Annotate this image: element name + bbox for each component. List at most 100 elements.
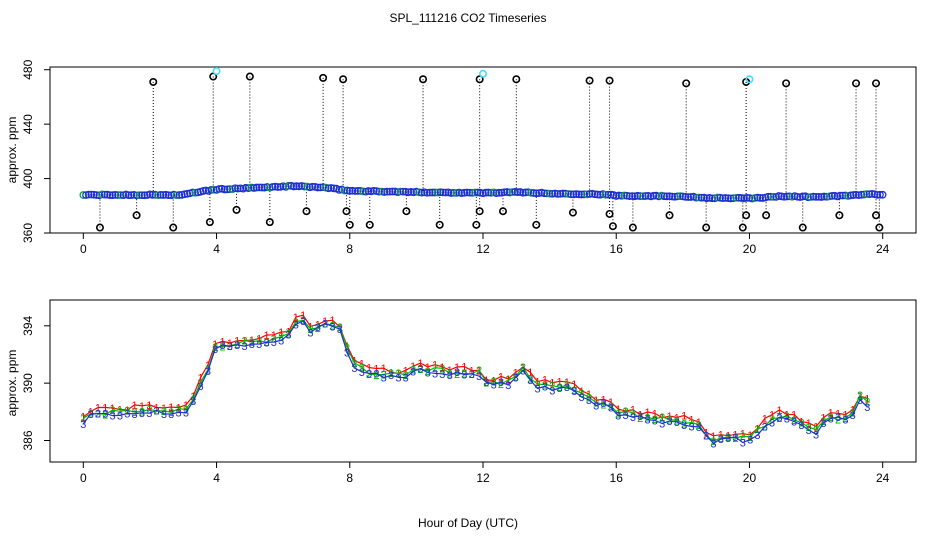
baseline-point bbox=[769, 193, 778, 201]
series-3-marker: 3 bbox=[842, 415, 848, 427]
series-1-marker: 1 bbox=[154, 402, 160, 414]
baseline-point bbox=[463, 188, 471, 197]
series-1-marker: 1 bbox=[117, 404, 123, 416]
series-2-marker: 2 bbox=[117, 406, 123, 418]
low-spike-point bbox=[762, 211, 771, 220]
series-2-marker: 2 bbox=[388, 368, 394, 380]
series-3-marker: 3 bbox=[520, 366, 526, 378]
series-2-marker: 2 bbox=[520, 362, 526, 374]
baseline-point bbox=[433, 188, 442, 197]
series-1-marker: 1 bbox=[740, 429, 746, 441]
series-2-marker: 2 bbox=[344, 342, 350, 354]
baseline-point bbox=[484, 188, 493, 197]
series-2-marker: 2 bbox=[417, 364, 423, 376]
series-2-marker: 2 bbox=[806, 422, 812, 434]
series-1-marker: 1 bbox=[168, 402, 174, 414]
series-3-marker: 3 bbox=[710, 438, 716, 450]
series-3-marker: 3 bbox=[176, 407, 182, 419]
series-3-marker: 3 bbox=[146, 408, 152, 420]
series-2-marker: 2 bbox=[798, 418, 804, 430]
baseline-point bbox=[521, 188, 530, 197]
series-1-marker: 1 bbox=[696, 417, 702, 429]
series-1-marker: 1 bbox=[593, 395, 599, 407]
series-1-marker: 1 bbox=[769, 410, 775, 422]
baseline-point bbox=[324, 184, 333, 193]
series-1-marker: 1 bbox=[615, 404, 621, 416]
series-2-marker: 2 bbox=[315, 323, 321, 335]
baseline-point bbox=[471, 188, 479, 197]
series-3-marker: 3 bbox=[461, 370, 467, 382]
series-2-marker: 2 bbox=[403, 370, 409, 382]
series-1-marker: 1 bbox=[674, 412, 680, 424]
series-3-marker: 3 bbox=[769, 418, 775, 430]
series-3-marker: 3 bbox=[813, 429, 819, 441]
baseline-point bbox=[404, 188, 413, 197]
baseline-point bbox=[348, 186, 357, 195]
low-spike-point bbox=[835, 211, 844, 220]
series-3-marker: 3 bbox=[696, 422, 702, 434]
top-x-tick-label: 4 bbox=[213, 242, 220, 256]
baseline-point bbox=[721, 194, 730, 202]
series-2-marker: 2 bbox=[696, 420, 702, 432]
baseline-point bbox=[774, 192, 783, 200]
baseline-point bbox=[300, 182, 309, 191]
baseline-point bbox=[407, 188, 415, 196]
series-1-marker: 1 bbox=[410, 361, 416, 373]
baseline-point bbox=[447, 189, 455, 197]
baseline-point bbox=[92, 191, 101, 199]
baseline-point bbox=[327, 184, 335, 192]
series-3-marker: 3 bbox=[652, 416, 658, 428]
series-2-marker: 2 bbox=[124, 405, 130, 417]
series-3-marker: 3 bbox=[732, 432, 738, 444]
baseline-point bbox=[639, 192, 647, 201]
low-spike-point bbox=[345, 220, 354, 229]
series-2-marker: 2 bbox=[483, 377, 489, 389]
baseline-point bbox=[865, 190, 874, 199]
figure-title: SPL_111216 CO2 Timeseries bbox=[390, 11, 547, 25]
series-1-marker: 1 bbox=[535, 377, 541, 389]
baseline-point bbox=[495, 188, 503, 197]
baseline-point bbox=[241, 183, 250, 192]
bottom-x-tick-label: 12 bbox=[476, 471, 490, 485]
series-2-marker: 2 bbox=[432, 363, 438, 375]
baseline-point bbox=[543, 189, 551, 198]
baseline-point bbox=[601, 190, 610, 199]
baseline-point bbox=[284, 181, 293, 190]
baseline-point bbox=[292, 182, 301, 190]
series-2-marker: 2 bbox=[615, 409, 621, 421]
baseline-point bbox=[708, 194, 717, 203]
baseline-point bbox=[545, 189, 554, 198]
baseline-point bbox=[641, 192, 650, 200]
baseline-point bbox=[385, 187, 394, 196]
series-2-marker: 2 bbox=[366, 369, 372, 381]
baseline-point bbox=[234, 184, 242, 193]
series-3-marker: 3 bbox=[593, 401, 599, 413]
series-3-marker: 3 bbox=[212, 344, 218, 356]
baseline-point bbox=[636, 192, 645, 200]
series-2-marker: 2 bbox=[813, 424, 819, 436]
series-1-marker: 1 bbox=[630, 405, 636, 417]
baseline-point bbox=[268, 183, 277, 191]
baseline-point bbox=[116, 191, 125, 199]
baseline-point bbox=[758, 194, 767, 202]
high-spike-point bbox=[872, 79, 881, 88]
series-3-marker: 3 bbox=[513, 372, 519, 384]
series-2-marker: 2 bbox=[293, 317, 299, 329]
baseline-point bbox=[684, 193, 693, 201]
bottom-x-tick-label: 0 bbox=[80, 471, 87, 485]
baseline-point bbox=[140, 191, 149, 200]
series-1-marker: 1 bbox=[417, 358, 423, 370]
low-spike-point bbox=[568, 208, 577, 217]
baseline-point bbox=[804, 193, 812, 202]
baseline-point bbox=[753, 193, 762, 202]
baseline-point bbox=[340, 186, 349, 195]
baseline-point bbox=[625, 192, 634, 201]
series-2-marker: 2 bbox=[747, 432, 753, 444]
series-3-marker: 3 bbox=[681, 420, 687, 432]
series-1-marker: 1 bbox=[564, 377, 570, 389]
baseline-point bbox=[724, 194, 732, 203]
series-3-marker: 3 bbox=[586, 395, 592, 407]
series-2-marker: 2 bbox=[674, 415, 680, 427]
series-1-marker: 1 bbox=[747, 430, 753, 442]
